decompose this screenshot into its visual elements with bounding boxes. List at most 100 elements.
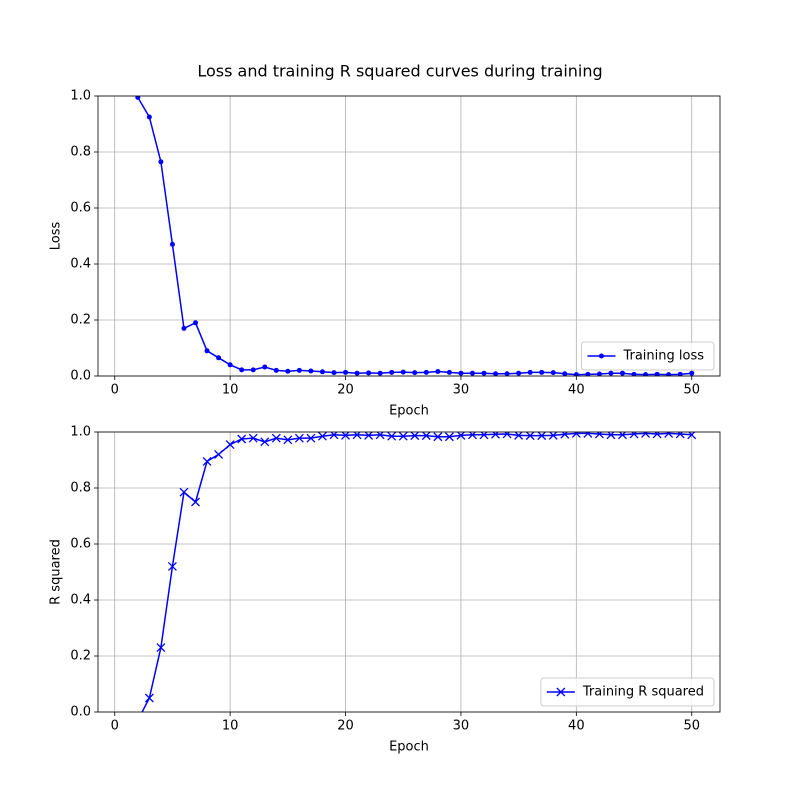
point	[525, 432, 535, 441]
point	[296, 367, 302, 373]
point	[273, 367, 279, 373]
axes-frame	[97, 95, 721, 377]
point	[433, 432, 443, 442]
point	[366, 370, 372, 376]
x-tick-label: 20	[337, 383, 354, 398]
x-tick-label: 20	[337, 719, 354, 734]
x-tick-label: 10	[222, 719, 239, 734]
axes: 0 10 20 30 40 50 0.0 0.2 0.4 0.6 0.8 1.0 Epoch R squa…	[49, 425, 721, 755]
point	[262, 364, 268, 370]
point	[158, 159, 164, 165]
y-tick-label: 0.0	[70, 705, 91, 720]
point	[481, 370, 487, 376]
point	[435, 369, 441, 375]
point	[181, 325, 187, 331]
point	[664, 432, 674, 438]
point	[562, 371, 568, 376]
x-axis-label: Epoch	[389, 740, 429, 755]
point	[400, 369, 406, 375]
legend-box	[580, 341, 715, 371]
point	[446, 369, 452, 375]
point	[444, 432, 454, 442]
y-tick-label: 1.0	[70, 425, 91, 440]
point	[124, 80, 129, 85]
y-tick-label: 0.0	[70, 369, 91, 384]
x-tick-label: 50	[683, 383, 700, 398]
point	[364, 432, 374, 440]
point	[631, 371, 637, 376]
point	[550, 370, 556, 376]
data-line	[135, 96, 692, 376]
point	[458, 370, 464, 376]
point	[260, 437, 270, 447]
point	[583, 432, 593, 438]
point	[250, 367, 256, 373]
legend-label: Training R squared	[582, 685, 704, 700]
point	[167, 561, 177, 571]
point	[677, 371, 683, 376]
point	[469, 370, 475, 376]
point	[619, 370, 625, 376]
point	[135, 96, 141, 100]
point	[594, 432, 604, 439]
point	[491, 432, 501, 439]
plot-area	[124, 80, 695, 376]
point	[156, 643, 166, 653]
point	[643, 372, 649, 376]
point	[227, 362, 233, 368]
point	[237, 434, 247, 444]
point	[596, 371, 602, 376]
point	[629, 432, 639, 439]
legend-box	[540, 677, 715, 707]
point	[387, 432, 397, 441]
point	[146, 114, 152, 120]
x-tick-label: 40	[568, 383, 585, 398]
point	[412, 370, 418, 376]
legend: Training R squared	[540, 677, 715, 707]
figure-title: Loss and training R squared curves durin…	[197, 62, 602, 81]
point	[308, 368, 314, 374]
point	[516, 370, 522, 376]
point	[341, 432, 350, 440]
point	[504, 371, 510, 376]
x-tick-label: 10	[222, 383, 239, 398]
point	[689, 370, 695, 376]
point	[216, 355, 222, 361]
x-tick-label: 30	[453, 383, 470, 398]
y-tick-label: 0.8	[70, 145, 91, 160]
point	[377, 370, 383, 376]
point	[225, 440, 235, 450]
point	[641, 432, 651, 438]
point	[134, 716, 142, 724]
point	[560, 432, 570, 439]
legend-marker	[556, 687, 566, 697]
point	[652, 432, 662, 439]
x-tick-label: 0	[111, 719, 119, 734]
point	[144, 693, 154, 703]
point	[239, 367, 245, 373]
point	[608, 370, 614, 376]
point	[169, 241, 175, 247]
y-tick-label: 0.2	[70, 313, 91, 328]
point	[271, 433, 281, 443]
point	[317, 432, 327, 441]
point	[398, 432, 408, 441]
point	[675, 432, 685, 439]
point	[248, 433, 258, 443]
x-tick-label: 0	[111, 383, 119, 398]
point	[214, 449, 224, 459]
point	[539, 369, 545, 375]
point	[666, 372, 672, 376]
y-tick-label: 0.4	[70, 257, 91, 272]
point	[306, 433, 316, 443]
axes: 0 10 20 30 40 50 0.0 0.2 0.4 0.6 0.8 1.0 Epoch Loss Tr…	[49, 80, 721, 419]
point	[202, 456, 212, 466]
point	[191, 497, 200, 507]
point	[421, 432, 431, 441]
point	[585, 371, 591, 376]
axes-frame	[97, 431, 721, 713]
point	[493, 371, 499, 376]
y-tick-label: 0.6	[70, 537, 91, 552]
point	[319, 369, 325, 375]
